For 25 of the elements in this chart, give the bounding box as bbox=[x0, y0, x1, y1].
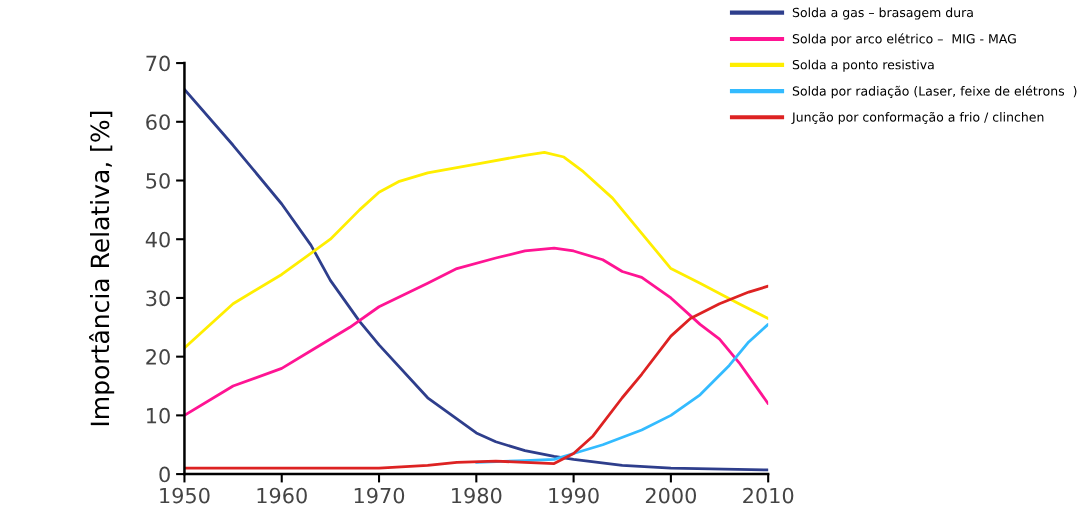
x-tick-label: 2000 bbox=[645, 487, 697, 504]
x-tick-label: 1970 bbox=[354, 487, 405, 504]
y-tick-label: 30 bbox=[146, 290, 170, 307]
y-tick-label: 0 bbox=[159, 466, 170, 483]
x-tick-label: 1950 bbox=[160, 487, 210, 504]
y-tick-label: 70 bbox=[146, 55, 170, 72]
y-tick-label: 50 bbox=[146, 172, 170, 189]
y-tick-label: 40 bbox=[145, 231, 170, 248]
legend-label: Solda a ponto resistiva bbox=[792, 59, 934, 72]
line-series bbox=[184, 150, 769, 350]
x-tick-label: 1980 bbox=[452, 487, 502, 504]
legend-label: Solda a gas – brasagem dura bbox=[792, 7, 973, 20]
y-tick-label: 20 bbox=[146, 349, 170, 365]
y-tick-label: 10 bbox=[147, 407, 170, 424]
y-axis-title: Importância Relativa, [%] bbox=[88, 111, 115, 426]
line-series bbox=[184, 284, 769, 470]
line-series bbox=[184, 246, 769, 417]
line-series bbox=[184, 88, 769, 472]
legend-label: Junção por conformação a frio / clinchen bbox=[791, 111, 1044, 125]
legend-label: Solda por radiação (Laser, feixe de elétrons ) bbox=[792, 85, 1077, 99]
y-tick-label: 60 bbox=[146, 114, 170, 130]
x-tick-label: 1960 bbox=[257, 487, 307, 504]
x-tick-label: 2010 bbox=[743, 487, 794, 504]
legend-label: Solda por arco elétrico – MIG - MAG bbox=[792, 33, 1016, 46]
x-tick-label: 1990 bbox=[549, 487, 599, 504]
